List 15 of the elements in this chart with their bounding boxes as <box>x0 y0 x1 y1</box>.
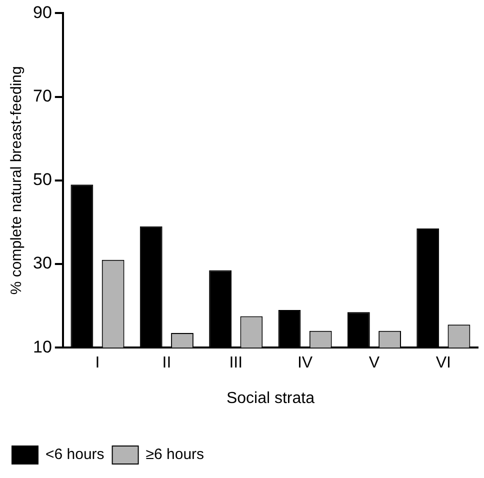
y-tick-label: 10 <box>32 337 52 356</box>
x-tick-label: II <box>162 354 172 372</box>
x-axis-title: Social strata <box>226 390 315 407</box>
legend-label: ≥6 hours <box>146 446 204 464</box>
x-tick-label: III <box>229 354 243 372</box>
y-tick-label: 70 <box>32 86 52 106</box>
x-tick-label: IV <box>297 354 313 372</box>
x-tick-label: I <box>95 354 100 372</box>
y-axis-title: % complete natural breast-feeding <box>8 66 26 295</box>
x-tick-label: VI <box>436 354 451 372</box>
y-tick-label: 50 <box>32 170 52 190</box>
legend-label: <6 hours <box>46 446 104 464</box>
x-tick-label: V <box>368 354 380 372</box>
y-tick-label: 30 <box>32 254 52 273</box>
y-tick-label: 90 <box>32 2 52 22</box>
